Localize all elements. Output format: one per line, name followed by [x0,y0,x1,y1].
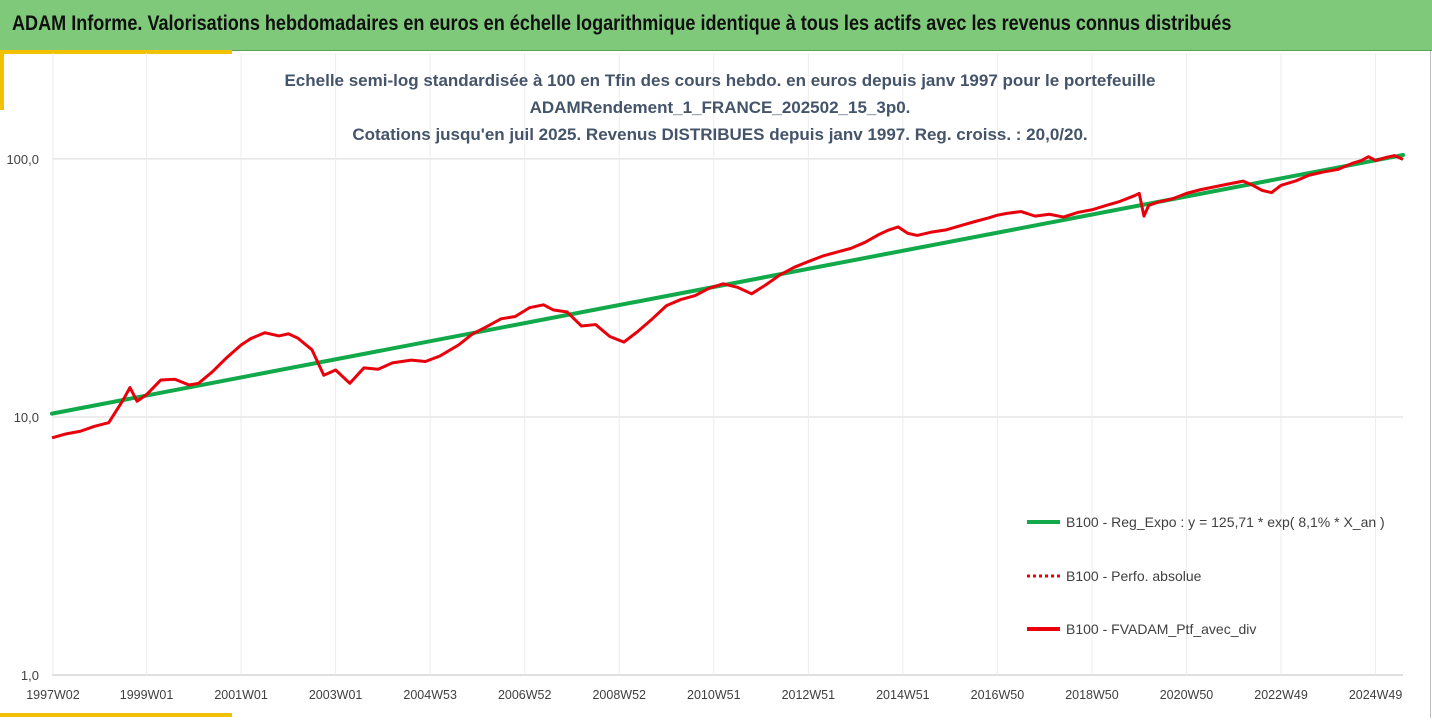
x-tick-label: 2022W49 [1254,688,1308,702]
chart-title-line-2: ADAMRendement_1_FRANCE_202502_15_3p0. [530,98,911,117]
title-banner: ADAM Informe. Valorisations hebdomadaire… [0,0,1432,51]
chart-title-line-3: Cotations jusqu'en juil 2025. Revenus DI… [352,125,1087,144]
accent-bar-bottom [0,713,232,717]
x-tick-label: 2008W52 [592,688,646,702]
chart-title-line-1: Echelle semi-log standardisée à 100 en T… [284,71,1155,90]
x-tick-label: 1997W02 [26,688,80,702]
chart-title: Echelle semi-log standardisée à 100 en T… [284,71,1155,144]
x-axis-ticks: 1997W02 1999W01 2001W01 2003W01 2004W53 2006W… [26,688,1402,702]
portfolio-line [51,154,1404,440]
accent-bar-left [0,50,4,110]
x-tick-label: 2016W50 [971,688,1025,702]
x-tick-label: 2006W52 [498,688,552,702]
x-tick-label: 2014W51 [876,688,930,702]
series-lines [50,153,1405,440]
x-tick-label: 2018W50 [1065,688,1119,702]
accent-bar-top [0,50,232,54]
x-tick-label: 2003W01 [309,688,363,702]
x-tick-label: 2001W01 [214,688,268,702]
x-tick-label: 2024W49 [1349,688,1403,702]
x-tick-label: 2010W51 [687,688,741,702]
x-tick-label: 2004W53 [403,688,457,702]
legend-label-perfo: B100 - Perfo. absolue [1066,568,1202,584]
y-tick-label: 10,0 [14,410,39,425]
y-tick-label: 1,0 [21,668,39,683]
y-tick-label: 100,0 [6,152,39,167]
grid-lines [52,53,1403,676]
legend: B100 - Reg_Expo : y = 125,71 * exp( 8,1%… [1027,514,1385,637]
x-tick-label: 1999W01 [120,688,174,702]
y-axis-ticks: 1,0 10,0 100,0 [6,152,39,683]
x-tick-label: 2020W50 [1160,688,1214,702]
x-tick-label: 2012W51 [782,688,836,702]
chart-frame [0,51,1431,718]
legend-label-portfolio: B100 - FVADAM_Ptf_avec_div [1066,621,1256,637]
page-title: ADAM Informe. Valorisations hebdomadaire… [12,12,1232,35]
legend-label-regression: B100 - Reg_Expo : y = 125,71 * exp( 8,1%… [1066,514,1385,530]
